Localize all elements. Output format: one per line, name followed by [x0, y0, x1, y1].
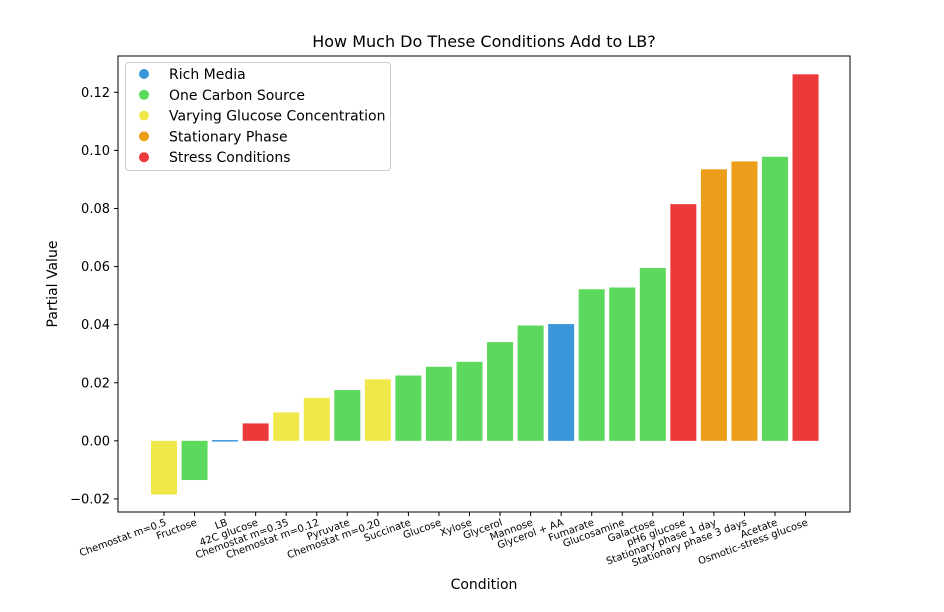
bar [151, 440, 177, 495]
bars-layer [151, 74, 819, 495]
bar [731, 161, 758, 441]
bar [456, 361, 483, 441]
bar [639, 268, 666, 441]
bar [792, 74, 819, 441]
legend-label: Stress Conditions [169, 150, 291, 166]
y-axis-label: Partial Value [45, 241, 61, 328]
x-tick-label: LB [214, 517, 230, 532]
y-tick-label: 0.00 [81, 434, 110, 449]
y-tick-label: 0.02 [81, 376, 110, 391]
legend-label: Stationary Phase [169, 129, 288, 145]
legend-marker [139, 152, 149, 163]
legend: Rich Media One Carbon Source Varying Gluco… [125, 62, 391, 171]
legend-label: Rich Media [169, 67, 246, 83]
y-tick-label: 0.04 [81, 318, 110, 333]
bar [578, 289, 605, 441]
bar [609, 287, 636, 441]
bar [303, 397, 330, 441]
legend-marker [139, 89, 149, 100]
bar [487, 342, 514, 441]
bar [425, 366, 452, 441]
legend-marker [139, 110, 149, 121]
bar [762, 156, 788, 441]
legend-box [125, 62, 391, 171]
chart-title: How Much Do These Conditions Add to LB? [312, 32, 656, 51]
y-tick-label: 0.08 [81, 202, 110, 217]
bar [548, 324, 575, 441]
bar [242, 423, 269, 441]
legend-marker [139, 131, 149, 142]
bar [700, 169, 727, 441]
legend-marker [139, 69, 149, 79]
y-tick-label: 0.06 [81, 260, 110, 275]
bar [181, 440, 208, 481]
y-tick-label: 0.10 [81, 144, 110, 159]
bar [212, 440, 239, 442]
legend-label: One Carbon Source [169, 88, 305, 104]
bar [334, 390, 361, 441]
y-tick-label: 0.12 [81, 86, 110, 101]
bar [517, 325, 544, 441]
bar [395, 375, 422, 441]
y-axis: −0.02 0.00 0.02 0.04 0.06 0.08 0.10 0.12 [70, 86, 118, 507]
x-axis-label: Condition [451, 577, 518, 593]
plot-frame [117, 55, 851, 513]
bar [670, 204, 697, 441]
bar [364, 379, 391, 441]
y-tick-label: −0.02 [70, 492, 110, 507]
bar [273, 412, 300, 441]
legend-label: Varying Glucose Concentration [169, 109, 385, 125]
